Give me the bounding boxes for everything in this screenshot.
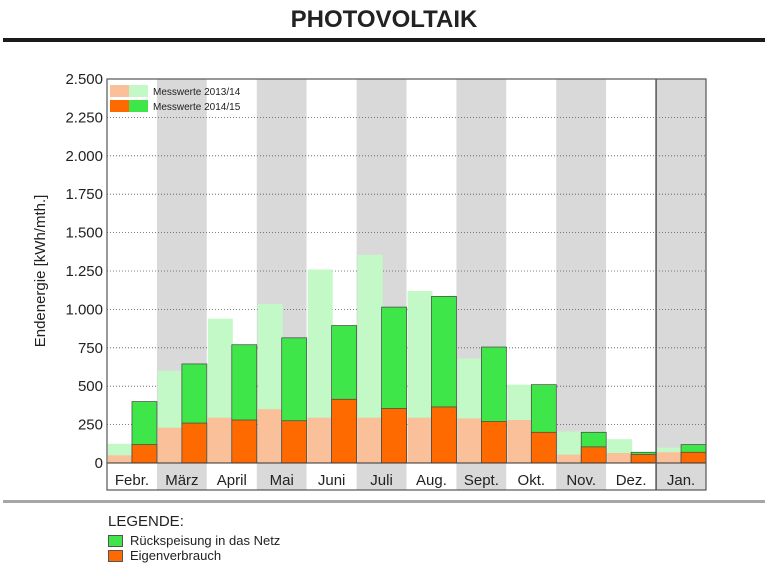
bar-old-eigenverbrauch <box>657 452 683 463</box>
y-tick-label: 500 <box>78 378 103 395</box>
bar-old-eigenverbrauch <box>108 455 133 463</box>
bar-old-eigenverbrauch <box>507 419 533 463</box>
bar-old-eigenverbrauch <box>557 454 583 463</box>
x-tick-label: Okt. <box>518 472 546 489</box>
y-tick-label: 750 <box>78 340 103 357</box>
bar-old-eigenverbrauch <box>257 409 283 463</box>
y-tick-label: 250 <box>78 417 103 434</box>
column-band <box>656 79 706 490</box>
x-tick-label: Nov. <box>566 472 596 489</box>
x-tick-label: Dez. <box>616 472 647 489</box>
legend: LEGENDE: Rückspeisung in das Netz Eigenv… <box>108 513 448 563</box>
legend-title: LEGENDE: <box>108 513 184 530</box>
legend-swatch-eigenverbrauch <box>108 549 123 562</box>
legend-series-swatch-eigen <box>110 100 129 112</box>
bar-new-eigenverbrauch <box>530 431 557 464</box>
bar-new-eigenverbrauch <box>431 406 457 464</box>
y-tick-label: 2.000 <box>65 148 103 165</box>
bar-old-eigenverbrauch <box>207 417 233 463</box>
y-tick-label: 1.500 <box>65 225 103 242</box>
legend-item-rueckspeisung: Rückspeisung in das Netz <box>108 533 448 548</box>
x-tick-label: Jan. <box>667 472 695 489</box>
bar-new-eigenverbrauch <box>630 454 657 464</box>
x-tick-label: Mai <box>270 472 294 489</box>
y-tick-label: 1.250 <box>65 263 103 280</box>
column-band <box>556 79 607 490</box>
bar-old-eigenverbrauch <box>357 417 383 463</box>
column-band <box>606 79 657 490</box>
y-tick-label: 0 <box>95 455 103 472</box>
x-tick-label: Aug. <box>416 472 447 489</box>
y-axis-label: Endenergie [kWh/mth.] <box>32 195 49 348</box>
bar-new-eigenverbrauch <box>131 444 158 464</box>
legend-label-eigenverbrauch: Eigenverbrauch <box>130 548 222 563</box>
bar-new-eigenverbrauch <box>680 451 707 464</box>
x-tick-label: Juni <box>318 472 346 489</box>
bar-old-eigenverbrauch <box>407 417 433 463</box>
bar-new-eigenverbrauch <box>231 419 258 464</box>
bar-new-eigenverbrauch <box>481 421 507 464</box>
y-tick-label: 1.750 <box>65 186 103 203</box>
bar-new-eigenverbrauch <box>580 446 607 464</box>
legend-series-swatch-eigen <box>110 85 129 97</box>
x-tick-label: März <box>165 472 198 489</box>
y-tick-label: 1.000 <box>65 301 103 318</box>
bar-old-eigenverbrauch <box>607 453 633 463</box>
chart: 0 250 500 750 1.000 1.250 1.500 1.750 2.000 2.250… <box>32 71 707 491</box>
bar-old-eigenverbrauch <box>457 418 483 463</box>
legend-label-rueckspeisung: Rückspeisung in das Netz <box>130 533 281 548</box>
legend-series-swatch-rueck <box>129 100 148 112</box>
bar-new-eigenverbrauch <box>281 420 308 464</box>
x-tick-label: Juli <box>370 472 393 489</box>
legend-series-label: Messwerte 2013/14 <box>153 87 241 98</box>
x-tick-label: April <box>217 472 247 489</box>
y-tick-label: 2.500 <box>65 71 103 88</box>
bar-old-eigenverbrauch <box>157 427 183 463</box>
bar-new-eigenverbrauch <box>181 422 208 464</box>
legend-item-eigenverbrauch: Eigenverbrauch <box>108 548 448 563</box>
y-tick-label: 2.250 <box>65 109 103 126</box>
x-tick-label: Sept. <box>464 472 499 489</box>
legend-series-label: Messwerte 2014/15 <box>153 102 241 113</box>
chart-title: PHOTOVOLTAIK <box>290 6 478 33</box>
bar-new-eigenverbrauch <box>331 398 357 464</box>
top-divider <box>3 38 765 42</box>
plot-frame <box>106 78 707 491</box>
bar-new-eigenverbrauch <box>381 408 407 464</box>
x-tick-label: Febr. <box>115 472 149 489</box>
bottom-divider <box>3 500 765 503</box>
legend-swatch-rueckspeisung <box>108 534 123 547</box>
legend-series-swatch-rueck <box>129 85 148 97</box>
bar-old-eigenverbrauch <box>307 417 333 463</box>
